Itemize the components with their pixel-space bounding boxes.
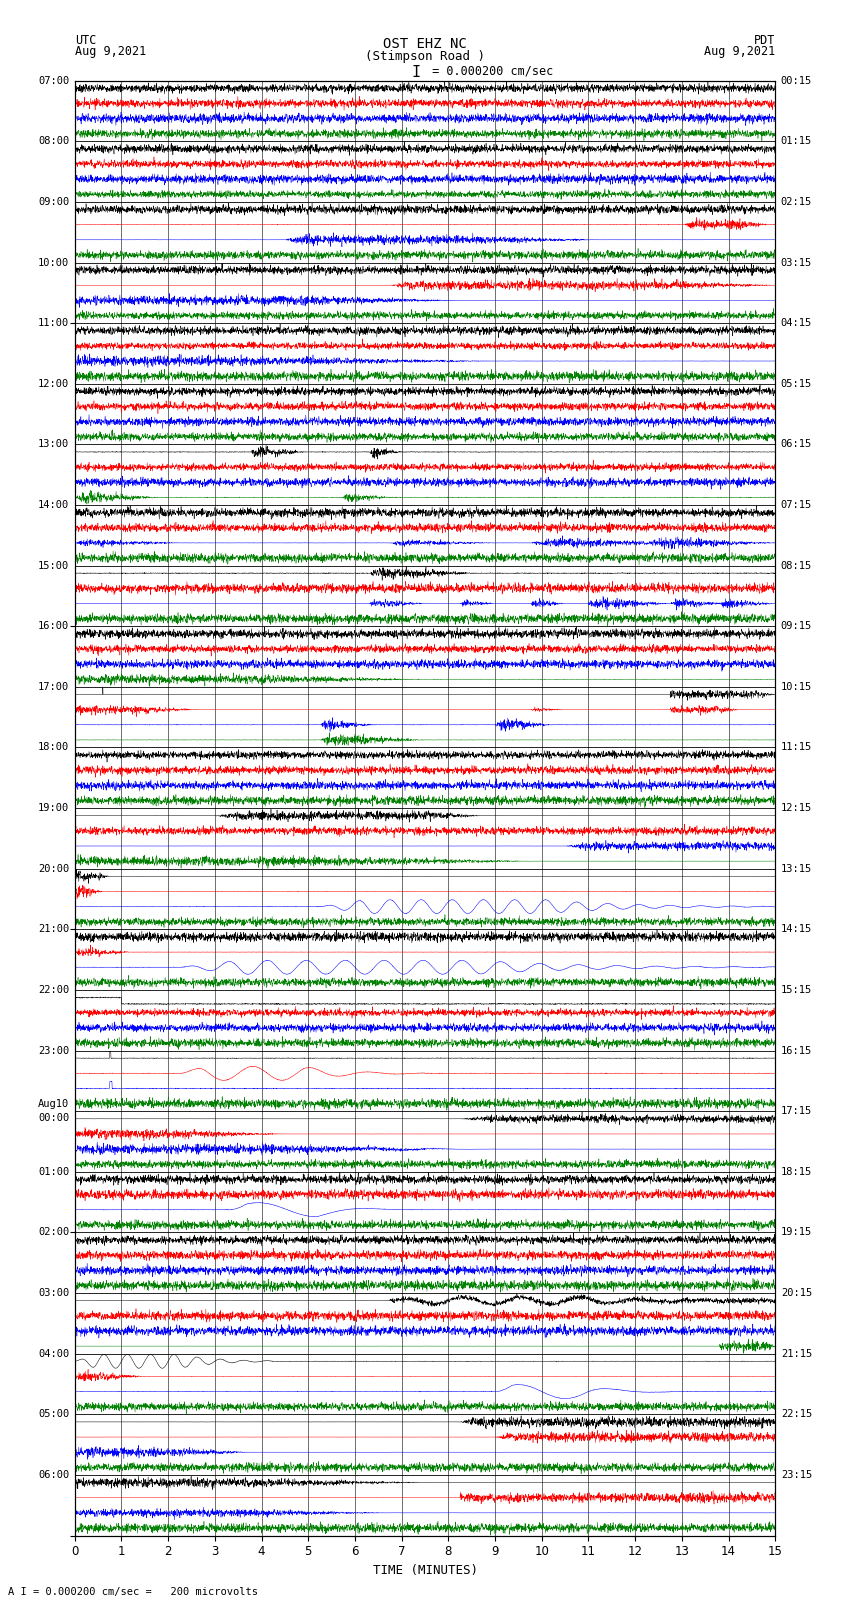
Text: 06:00: 06:00 xyxy=(38,1469,69,1481)
Text: 10:15: 10:15 xyxy=(781,682,812,692)
Text: 23:00: 23:00 xyxy=(38,1045,69,1055)
Text: 09:00: 09:00 xyxy=(38,197,69,206)
Text: 12:15: 12:15 xyxy=(781,803,812,813)
Text: Aug 9,2021: Aug 9,2021 xyxy=(704,45,775,58)
Text: 17:00: 17:00 xyxy=(38,682,69,692)
Text: 21:15: 21:15 xyxy=(781,1348,812,1358)
Text: 15:00: 15:00 xyxy=(38,561,69,571)
Text: 04:00: 04:00 xyxy=(38,1348,69,1358)
Text: UTC: UTC xyxy=(75,34,96,47)
Text: Aug 9,2021: Aug 9,2021 xyxy=(75,45,146,58)
Text: OST EHZ NC: OST EHZ NC xyxy=(383,37,467,52)
Text: 05:15: 05:15 xyxy=(781,379,812,389)
Text: 01:00: 01:00 xyxy=(38,1166,69,1177)
Text: = 0.000200 cm/sec: = 0.000200 cm/sec xyxy=(425,65,553,77)
X-axis label: TIME (MINUTES): TIME (MINUTES) xyxy=(372,1565,478,1578)
Text: 19:00: 19:00 xyxy=(38,803,69,813)
Text: 15:15: 15:15 xyxy=(781,986,812,995)
Text: 17:15: 17:15 xyxy=(781,1107,812,1116)
Text: 16:15: 16:15 xyxy=(781,1045,812,1055)
Text: 20:00: 20:00 xyxy=(38,863,69,874)
Text: 14:00: 14:00 xyxy=(38,500,69,510)
Text: 07:00: 07:00 xyxy=(38,76,69,85)
Text: 03:00: 03:00 xyxy=(38,1289,69,1298)
Text: 00:00: 00:00 xyxy=(38,1113,69,1124)
Text: 13:15: 13:15 xyxy=(781,863,812,874)
Text: 18:15: 18:15 xyxy=(781,1166,812,1177)
Text: 09:15: 09:15 xyxy=(781,621,812,631)
Text: 11:00: 11:00 xyxy=(38,318,69,327)
Text: 11:15: 11:15 xyxy=(781,742,812,753)
Text: 21:00: 21:00 xyxy=(38,924,69,934)
Text: 20:15: 20:15 xyxy=(781,1289,812,1298)
Text: 22:15: 22:15 xyxy=(781,1410,812,1419)
Text: 01:15: 01:15 xyxy=(781,135,812,147)
Text: 13:00: 13:00 xyxy=(38,439,69,450)
Text: 22:00: 22:00 xyxy=(38,986,69,995)
Text: 02:15: 02:15 xyxy=(781,197,812,206)
Text: A I = 0.000200 cm/sec =   200 microvolts: A I = 0.000200 cm/sec = 200 microvolts xyxy=(8,1587,258,1597)
Text: 08:00: 08:00 xyxy=(38,135,69,147)
Text: 19:15: 19:15 xyxy=(781,1227,812,1237)
Text: 00:15: 00:15 xyxy=(781,76,812,85)
Text: 04:15: 04:15 xyxy=(781,318,812,327)
Text: 08:15: 08:15 xyxy=(781,561,812,571)
Text: I: I xyxy=(412,65,421,79)
Text: 10:00: 10:00 xyxy=(38,258,69,268)
Text: 07:15: 07:15 xyxy=(781,500,812,510)
Text: Aug10: Aug10 xyxy=(38,1098,69,1110)
Text: PDT: PDT xyxy=(754,34,775,47)
Text: 12:00: 12:00 xyxy=(38,379,69,389)
Text: 18:00: 18:00 xyxy=(38,742,69,753)
Text: 02:00: 02:00 xyxy=(38,1227,69,1237)
Text: 06:15: 06:15 xyxy=(781,439,812,450)
Text: (Stimpson Road ): (Stimpson Road ) xyxy=(365,50,485,63)
Text: 16:00: 16:00 xyxy=(38,621,69,631)
Text: 05:00: 05:00 xyxy=(38,1410,69,1419)
Text: 23:15: 23:15 xyxy=(781,1469,812,1481)
Text: 14:15: 14:15 xyxy=(781,924,812,934)
Text: 03:15: 03:15 xyxy=(781,258,812,268)
